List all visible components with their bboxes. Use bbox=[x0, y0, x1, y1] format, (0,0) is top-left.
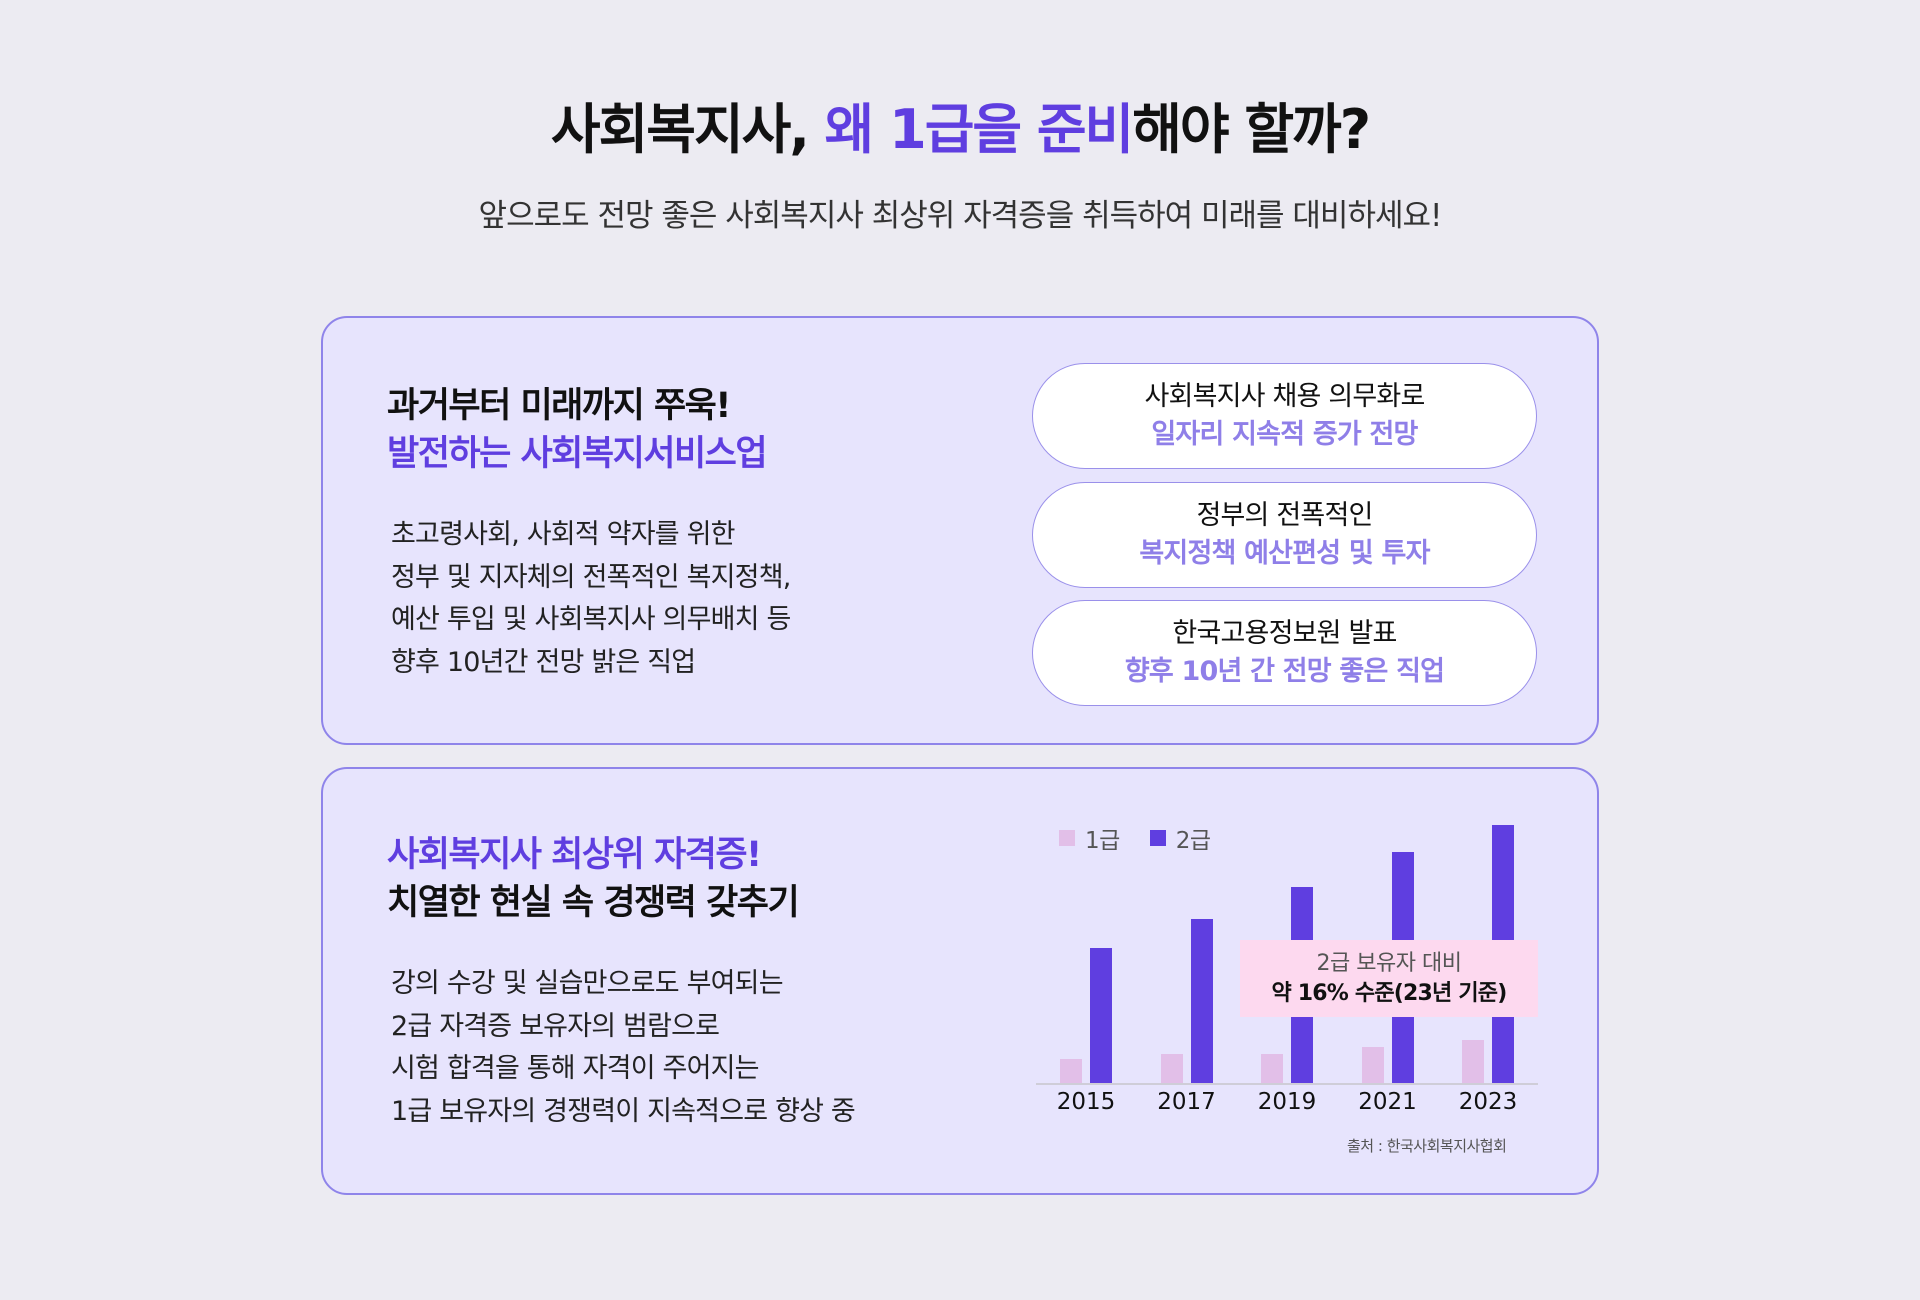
chart-callout: 2급 보유자 대비 약 16% 수준(23년 기준) bbox=[1240, 940, 1538, 1017]
legend-label: 1급 bbox=[1085, 828, 1120, 854]
bar-level1-2015 bbox=[1060, 1059, 1082, 1084]
pill-line2: 복지정책 예산편성 및 투자 bbox=[1139, 538, 1430, 569]
callout-line2: 약 16% 수준(23년 기준) bbox=[1271, 980, 1507, 1006]
x-axis-label: 2015 bbox=[1056, 1089, 1116, 1115]
body-line: 2급 자격증 보유자의 범람으로 bbox=[391, 1010, 720, 1042]
bar-level2-2017 bbox=[1190, 919, 1213, 1084]
body-line: 강의 수강 및 실습만으로도 부여되는 bbox=[391, 968, 784, 999]
highlight-pill-outlook: 한국고용정보원 발표 향후 10년 간 전망 좋은 직업 bbox=[1032, 600, 1537, 706]
body-line: 1급 보유자의 경쟁력이 지속적으로 향상 중 bbox=[391, 1095, 856, 1127]
pill-line1: 사회복지사 채용 의무화로 bbox=[1144, 381, 1425, 412]
highlight-pill-employment: 사회복지사 채용 의무화로 일자리 지속적 증가 전망 bbox=[1032, 363, 1537, 469]
bar-level1-2017 bbox=[1160, 1054, 1183, 1084]
pill-line1: 정부의 전폭적인 bbox=[1196, 500, 1373, 531]
page-title: 사회복지사, 왜 1급을 준비해야 할까? bbox=[0, 92, 1920, 168]
card-body: 강의 수강 및 실습만으로도 부여되는 2급 자격증 보유자의 범람으로 시험 … bbox=[391, 963, 856, 1133]
bar-level2-2015 bbox=[1090, 948, 1112, 1084]
body-line: 시험 합격을 통해 자격이 주어지는 bbox=[391, 1053, 760, 1084]
chart-source: 출처 : 한국사회복지사협회 bbox=[1347, 1137, 1507, 1155]
legend-item-level1: 1급 bbox=[1059, 821, 1120, 855]
chart-legend: 1급 2급 bbox=[1059, 821, 1241, 855]
x-axis-label: 2017 bbox=[1157, 1089, 1216, 1115]
certificate-holders-bar-chart: 1급 2급 2015 2017 2019 2021 2023 2급 보유자 대비 약 1… bbox=[323, 769, 1597, 1193]
legend-swatch-level1 bbox=[1059, 830, 1075, 846]
industry-growth-card: 과거부터 미래까지 쭈욱! 발전하는 사회복지서비스업 초고령사회, 사회적 약… bbox=[321, 316, 1599, 745]
legend-item-level2: 2급 bbox=[1149, 821, 1211, 855]
body-line: 향후 10년간 전망 밝은 직업 bbox=[391, 646, 696, 678]
competitiveness-card: 사회복지사 최상위 자격증! 치열한 현실 속 경쟁력 갖추기 강의 수강 및 … bbox=[321, 767, 1599, 1195]
x-axis-label: 2021 bbox=[1358, 1089, 1417, 1115]
bar-level1-2019 bbox=[1261, 1054, 1283, 1084]
bar-level1-2021 bbox=[1361, 1047, 1384, 1084]
card-heading-line1: 과거부터 미래까지 쭈욱! bbox=[387, 386, 731, 426]
body-line: 정부 및 지자체의 전폭적인 복지정책, bbox=[391, 561, 791, 593]
card-body: 초고령사회, 사회적 약자를 위한 정부 및 지자체의 전폭적인 복지정책, 예… bbox=[391, 514, 791, 684]
pill-line2: 향후 10년 간 전망 좋은 직업 bbox=[1124, 656, 1445, 687]
pill-line2: 일자리 지속적 증가 전망 bbox=[1151, 419, 1418, 450]
bar-level1-2023 bbox=[1462, 1040, 1484, 1084]
page-subtitle: 앞으로도 전망 좋은 사회복지사 최상위 자격증을 취득하여 미래를 대비하세요… bbox=[478, 198, 1443, 234]
legend-label: 2급 bbox=[1175, 828, 1211, 854]
card-heading: 과거부터 미래까지 쭈욱! 발전하는 사회복지서비스업 bbox=[387, 382, 768, 478]
card-heading-line1: 사회복지사 최상위 자격증! bbox=[387, 835, 762, 875]
card-heading-line2: 발전하는 사회복지서비스업 bbox=[387, 434, 768, 474]
x-axis-label: 2023 bbox=[1458, 1089, 1518, 1115]
highlight-pill-budget: 정부의 전폭적인 복지정책 예산편성 및 투자 bbox=[1032, 482, 1537, 588]
card-heading: 사회복지사 최상위 자격증! 치열한 현실 속 경쟁력 갖추기 bbox=[387, 831, 800, 927]
title-prefix: 사회복지사, bbox=[550, 98, 825, 161]
x-axis-line bbox=[1036, 1083, 1538, 1085]
pill-line1: 한국고용정보원 발표 bbox=[1172, 618, 1397, 649]
x-axis-label: 2019 bbox=[1257, 1089, 1317, 1115]
title-suffix: 해야 할까? bbox=[1132, 98, 1371, 161]
legend-swatch-level2 bbox=[1149, 830, 1166, 846]
card-heading-line2: 치열한 현실 속 경쟁력 갖추기 bbox=[387, 883, 800, 923]
title-accent: 왜 1급을 준비 bbox=[824, 98, 1135, 161]
callout-line1: 2급 보유자 대비 bbox=[1316, 950, 1462, 976]
body-line: 초고령사회, 사회적 약자를 위한 bbox=[391, 519, 735, 550]
body-line: 예산 투입 및 사회복지사 의무배치 등 bbox=[391, 604, 791, 635]
